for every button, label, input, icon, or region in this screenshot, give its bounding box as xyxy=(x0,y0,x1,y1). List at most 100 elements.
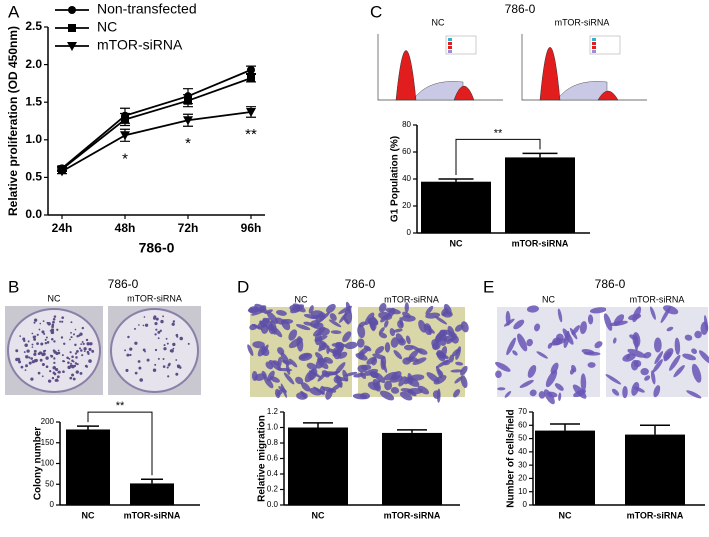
cell xyxy=(512,350,518,356)
cell xyxy=(460,321,469,333)
colony xyxy=(143,316,146,318)
legend-marker xyxy=(68,24,76,32)
cell xyxy=(403,377,411,385)
colony xyxy=(81,340,84,343)
colony xyxy=(62,370,65,374)
colony xyxy=(53,315,57,318)
colony xyxy=(127,335,130,339)
cell xyxy=(378,327,385,335)
cell xyxy=(594,341,603,349)
cell xyxy=(303,321,313,326)
cell xyxy=(295,376,304,385)
colony xyxy=(68,357,71,360)
cell xyxy=(684,334,693,341)
cell xyxy=(434,316,448,325)
colony xyxy=(63,342,66,346)
y-tick-label: 0.2 xyxy=(267,485,279,494)
colony xyxy=(51,338,54,341)
cell xyxy=(393,328,403,333)
cell xyxy=(410,345,423,353)
legend-marker xyxy=(67,42,77,51)
colony xyxy=(86,342,90,346)
cell xyxy=(550,362,559,375)
colony xyxy=(49,354,52,357)
series-line xyxy=(61,69,252,170)
colony xyxy=(160,319,164,324)
cell xyxy=(398,376,407,387)
colony xyxy=(81,326,85,330)
cell xyxy=(513,319,525,330)
colony xyxy=(171,322,175,326)
colony xyxy=(52,317,56,321)
colony xyxy=(162,315,164,318)
cell xyxy=(407,389,417,397)
cell xyxy=(653,385,661,398)
y-axis-label: Relative migration xyxy=(257,415,268,502)
cell xyxy=(390,337,399,348)
colony xyxy=(31,346,34,348)
cell xyxy=(402,357,412,365)
y-tick-label: 1.2 xyxy=(267,407,279,416)
colony xyxy=(61,320,64,323)
flow-legend xyxy=(445,35,477,55)
x-tick-label: NC xyxy=(312,510,325,520)
colony xyxy=(134,371,138,375)
cell xyxy=(383,371,398,381)
colony xyxy=(172,320,176,323)
colony xyxy=(144,323,149,327)
colony xyxy=(71,355,74,359)
cell xyxy=(389,375,403,383)
cell xyxy=(357,324,366,339)
cell xyxy=(660,306,671,324)
bar xyxy=(382,432,442,505)
colony xyxy=(66,356,69,360)
colony xyxy=(179,336,183,341)
cell xyxy=(271,325,283,338)
image-label: NC xyxy=(48,293,61,303)
cell xyxy=(526,338,533,347)
panel-letter: D xyxy=(237,277,249,296)
cell xyxy=(257,345,266,357)
annotation: * xyxy=(185,135,191,152)
colony xyxy=(165,337,168,340)
flow-g1 xyxy=(395,50,417,101)
cell xyxy=(306,362,318,371)
cell xyxy=(281,360,293,365)
cell xyxy=(315,358,325,369)
colony xyxy=(53,361,56,364)
cell xyxy=(495,361,511,372)
error-bar xyxy=(640,424,670,435)
y-tick-label: 80 xyxy=(402,120,411,129)
cell xyxy=(547,391,558,398)
cell xyxy=(380,355,387,370)
cell xyxy=(446,338,454,345)
series xyxy=(57,73,256,174)
colony xyxy=(76,363,78,365)
point xyxy=(247,65,255,74)
cell xyxy=(402,311,411,319)
colony xyxy=(41,330,45,334)
cell xyxy=(587,362,596,368)
colony xyxy=(79,371,83,375)
cell xyxy=(423,324,435,334)
colony xyxy=(51,376,55,380)
cell xyxy=(519,379,534,388)
colony xyxy=(22,337,26,341)
colony xyxy=(133,327,136,330)
photo xyxy=(512,30,652,108)
y-tick-label: 40 xyxy=(518,447,527,456)
colony xyxy=(167,375,170,378)
flow-sphase xyxy=(556,81,608,101)
colony xyxy=(87,352,90,356)
colony xyxy=(19,335,22,337)
significance-label: ** xyxy=(494,127,503,139)
cell xyxy=(369,371,378,379)
colony xyxy=(166,342,169,345)
colony xyxy=(85,338,89,342)
cell xyxy=(344,341,358,350)
colony xyxy=(175,372,179,376)
cell xyxy=(691,348,697,355)
cell xyxy=(666,326,674,332)
legend-label: NC xyxy=(97,19,117,35)
cell xyxy=(324,371,338,376)
